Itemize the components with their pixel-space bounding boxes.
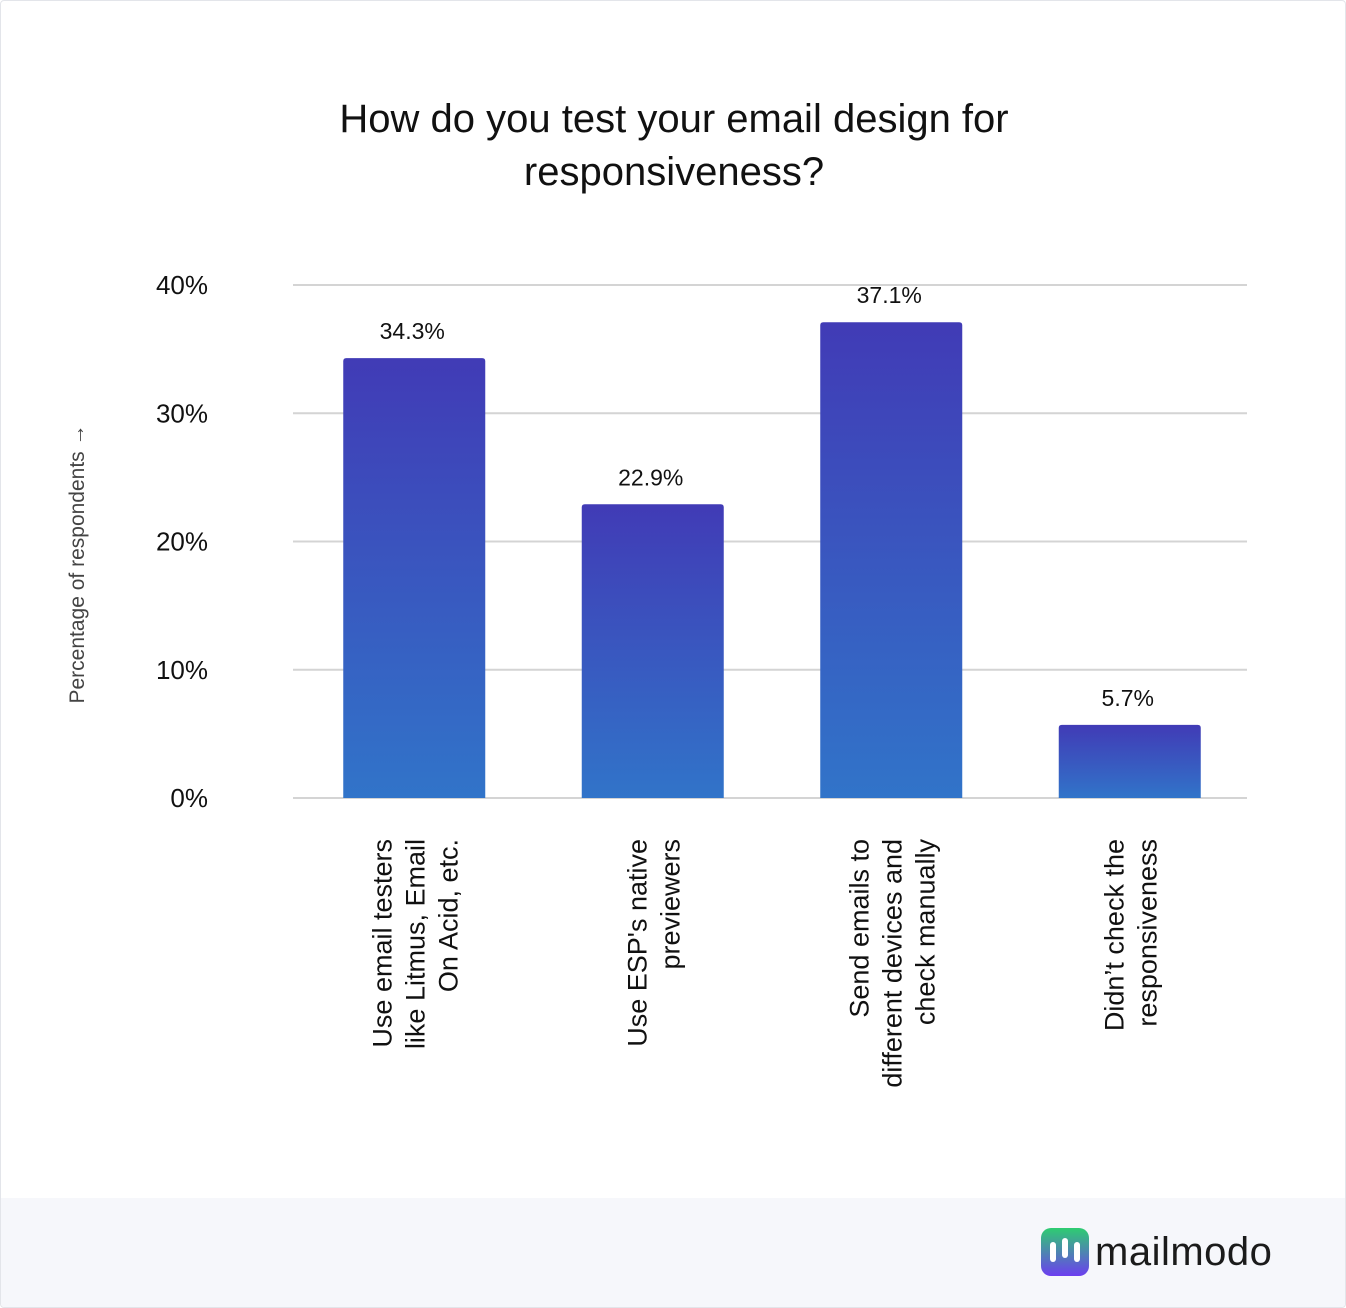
brand-name: mailmodo — [1095, 1230, 1273, 1274]
value-labels: 34.3% 22.9% 37.1% 5.7% — [380, 282, 1154, 711]
x-tick-label: Use ESP's native previewers — [622, 839, 685, 1047]
bar-value-label: 22.9% — [618, 464, 683, 490]
y-tick-label: 30% — [156, 398, 208, 428]
x-tick-label-line: previewers — [655, 839, 685, 970]
brand-logo: mailmodo — [1041, 1228, 1272, 1276]
y-axis-title: Percentage of respondents → — [66, 424, 89, 703]
bar — [820, 322, 963, 798]
chart-title: How do you test your email design for re… — [1, 93, 1345, 199]
bar — [581, 504, 724, 798]
y-axis-ticks: 0% 10% 20% 30% 40% — [156, 270, 208, 813]
bars — [343, 322, 1201, 798]
x-tick-label: Send emails to different devices and check… — [844, 839, 940, 1088]
x-tick-label-line: check manually — [910, 839, 940, 1026]
y-tick-label: 20% — [156, 527, 208, 557]
bar-value-label: 5.7% — [1102, 685, 1154, 711]
x-tick-label-line: On Acid, etc. — [433, 839, 463, 992]
x-axis-category-labels: Use email testers like Litmus, Email On Ac… — [367, 839, 1162, 1088]
bar — [1058, 724, 1201, 798]
x-tick-label-line: Send emails to — [844, 839, 874, 1018]
chart-title-line-2: responsiveness? — [523, 150, 825, 194]
chart-title-line-1: How do you test your email design for — [339, 97, 1009, 141]
x-tick-label: Use email testers like Litmus, Email On Ac… — [367, 839, 463, 1049]
footer: mailmodo — [1, 1198, 1345, 1307]
x-tick-label-line: responsiveness — [1132, 839, 1162, 1027]
y-tick-label: 10% — [156, 655, 208, 685]
mailmodo-logo-icon — [1041, 1228, 1089, 1276]
y-tick-label: 40% — [156, 270, 208, 300]
x-tick-label-line: different devices and — [877, 839, 907, 1088]
x-tick-label-line: Use email testers — [367, 839, 397, 1048]
bar-value-label: 34.3% — [380, 318, 445, 344]
x-tick-label-line: Didn’t check the — [1099, 839, 1129, 1031]
bar — [343, 358, 486, 798]
bar-chart: 0% 10% 20% 30% 40% 34.3% 22.9% 37.1% 5.7% Use e… — [66, 270, 1247, 1088]
x-tick-label-line: Use ESP's native — [622, 839, 652, 1047]
bar-value-label: 37.1% — [857, 282, 922, 308]
x-tick-label: Didn’t check the responsiveness — [1099, 839, 1162, 1031]
y-tick-label: 0% — [170, 783, 208, 813]
x-tick-label-line: like Litmus, Email — [400, 839, 430, 1049]
